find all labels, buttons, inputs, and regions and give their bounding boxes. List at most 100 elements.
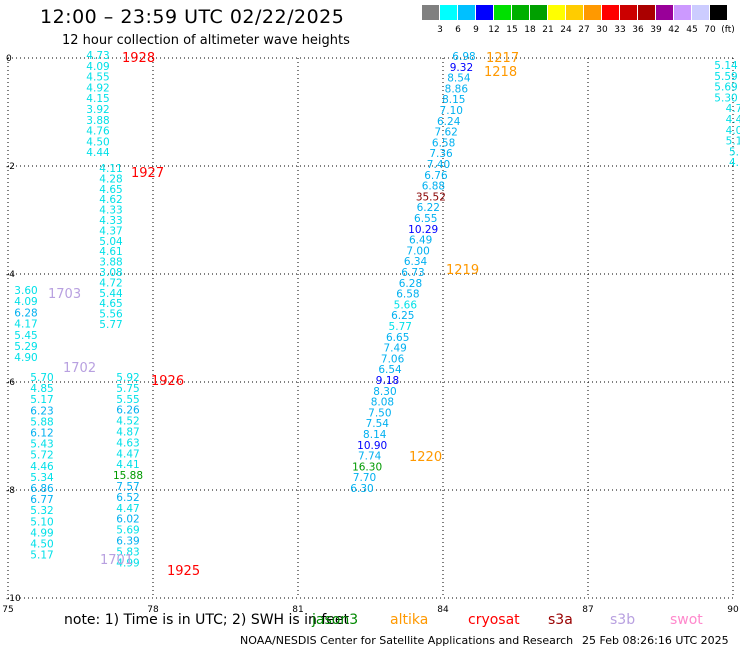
swh-value: 5.29 — [14, 341, 37, 353]
swh-value: 5.66 — [394, 299, 418, 311]
satellite-name-swot: swot — [670, 612, 703, 628]
swh-value: 7.62 — [434, 127, 457, 139]
legend-swatch — [692, 5, 709, 20]
swh-value: 5.44 — [99, 288, 123, 300]
legend-swatch — [656, 5, 673, 20]
swh-value: 9.18 — [376, 375, 399, 387]
swh-value: 5.34 — [30, 472, 54, 484]
legend-label: 12 — [488, 25, 500, 35]
legend-label: 27 — [578, 25, 590, 35]
swh-value: 7.54 — [366, 418, 390, 430]
swh-value: 6.88 — [422, 181, 445, 193]
swh-value: 5.43 — [30, 439, 53, 451]
swh-value: 4.7 — [726, 103, 740, 115]
pass-number-label: 1925 — [167, 564, 200, 579]
swh-value: 4.90 — [14, 352, 37, 364]
legend-label: 9 — [473, 25, 479, 35]
swh-value: 4.28 — [99, 173, 122, 185]
pass-number-label: 1701 — [100, 553, 133, 568]
swh-value: 6.55 — [414, 213, 437, 225]
swh-value: 6.54 — [378, 364, 402, 376]
swh-value: 9.32 — [450, 62, 473, 74]
swh-value: 7.49 — [383, 343, 406, 355]
swh-value: 6.58 — [432, 137, 455, 149]
swh-value: 4.99 — [30, 527, 53, 539]
legend-label: 39 — [650, 25, 662, 35]
legend-label: 24 — [560, 25, 572, 35]
satellite-name-s3a: s3a — [548, 612, 573, 628]
swh-value: 4.33 — [99, 215, 122, 227]
swh-value: 7.50 — [368, 407, 391, 419]
pass-number-label: 1702 — [63, 361, 96, 376]
swh-value: 6.86 — [30, 483, 54, 495]
legend-swatch — [602, 5, 619, 20]
swh-value: 4.44 — [86, 147, 110, 159]
x-tick-label: 75 — [2, 605, 13, 615]
pass-number-label: 1220 — [409, 450, 442, 465]
swh-value: 4.11 — [99, 163, 122, 175]
swh-value: 4.72 — [99, 277, 122, 289]
swh-value: 5.72 — [30, 450, 53, 462]
swh-value: 7.00 — [406, 245, 429, 257]
swh-value: 6.73 — [401, 267, 424, 279]
legend-swatch — [476, 5, 493, 20]
swh-value: 4.55 — [86, 72, 109, 84]
swh-value: 8.15 — [442, 94, 465, 106]
swh-value: 5.45 — [14, 330, 37, 342]
legend-label: 42 — [668, 25, 680, 35]
swh-value: 6.49 — [409, 235, 432, 247]
legend-label: 36 — [632, 25, 644, 35]
swh-value: 8.08 — [371, 397, 394, 409]
pass-number-label: 1703 — [48, 287, 81, 302]
swh-value: 6.28 — [399, 278, 422, 290]
swh-value: 35.52 — [416, 191, 446, 203]
legend-label: 45 — [686, 25, 698, 35]
swh-value: 6.58 — [396, 289, 419, 301]
swh-value: 15.88 — [113, 470, 143, 482]
swh-value: 6.76 — [424, 170, 448, 182]
swh-value: 5.70 — [30, 372, 53, 384]
swh-value: 10.29 — [408, 224, 438, 236]
legend-label: 18 — [524, 25, 536, 35]
swh-value: 3.60 — [14, 285, 37, 297]
footer-note: note: 1) Time is in UTC; 2) SWH is in fe… — [64, 612, 350, 628]
legend-label: 30 — [596, 25, 608, 35]
swh-value: 4.09 — [14, 296, 37, 308]
pass-number-label: 1218 — [484, 65, 517, 80]
swh-value: 7.10 — [440, 105, 463, 117]
satellite-name-cryosat: cryosat — [468, 612, 520, 628]
satellite-name-altika: altika — [390, 612, 429, 628]
legend-swatch — [530, 5, 547, 20]
swh-value: 7.06 — [381, 353, 405, 365]
swh-value: 4.65 — [99, 184, 122, 196]
swh-value: 4.47 — [116, 503, 139, 515]
swh-value: 4.17 — [14, 319, 37, 331]
y-tick-label: -6 — [6, 378, 15, 388]
grid-lines — [7, 57, 734, 599]
swh-value: 6.24 — [437, 116, 461, 128]
x-tick-label: 87 — [582, 605, 593, 615]
legend-swatch — [512, 5, 529, 20]
swh-value: 4.87 — [116, 427, 139, 439]
swh-value: 7.36 — [429, 148, 453, 160]
legend-swatch — [566, 5, 583, 20]
swh-value: 4.65 — [99, 298, 122, 310]
swh-value: 7.57 — [116, 481, 139, 493]
swh-value: 10.90 — [357, 440, 387, 452]
legend-label: 33 — [614, 25, 626, 35]
y-tick-label: -8 — [6, 486, 15, 496]
swh-value: 5.30 — [714, 92, 737, 104]
swh-value: 4. — [729, 157, 739, 169]
legend-swatch — [440, 5, 457, 20]
y-tick-label: 0 — [6, 54, 12, 64]
swh-value: 8.54 — [447, 73, 471, 85]
swh-value: 4.61 — [99, 246, 122, 258]
map-title: 12:00 – 23:59 UTC 02/22/2025 — [40, 6, 345, 28]
legend-swatch — [584, 5, 601, 20]
y-tick-label: -10 — [6, 594, 21, 604]
legend-swatch — [458, 5, 475, 20]
generated-timestamp: 25 Feb 08:26:16 UTC 2025 — [582, 634, 729, 647]
swh-value: 6.98 — [452, 51, 475, 63]
legend-label: 6 — [455, 25, 461, 35]
